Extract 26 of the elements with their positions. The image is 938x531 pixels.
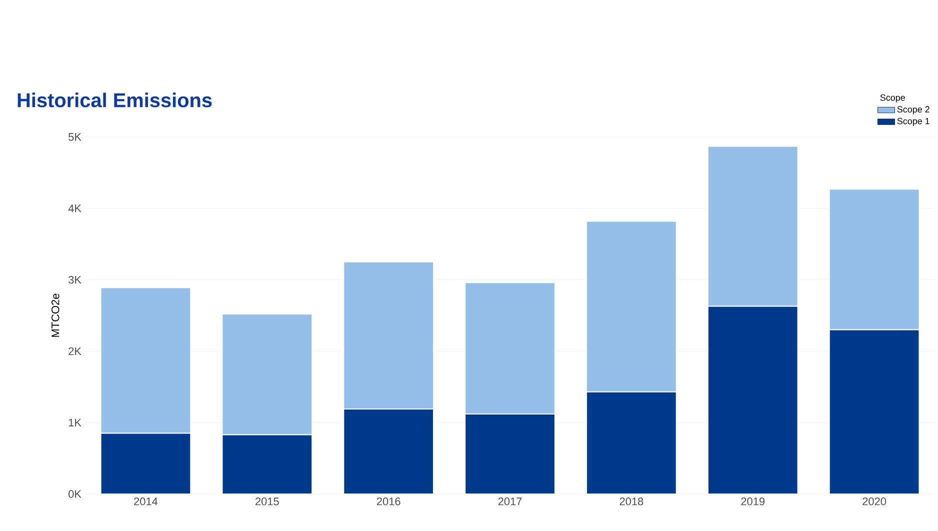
y-tick-label: 5K bbox=[68, 133, 82, 141]
legend-label: Scope 1 bbox=[897, 118, 930, 126]
x-tick-label: 2019 bbox=[741, 498, 765, 506]
bar bbox=[586, 391, 677, 494]
x-tick-label: 2016 bbox=[376, 498, 400, 506]
bar bbox=[828, 329, 920, 494]
x-tick-label: 2017 bbox=[498, 498, 522, 506]
chart-title: Historical Emissions bbox=[18, 92, 212, 108]
x-tick-label: 2015 bbox=[256, 498, 279, 506]
bar bbox=[343, 408, 434, 494]
x-tick-label: 2014 bbox=[134, 498, 158, 506]
bar bbox=[464, 414, 556, 494]
bar bbox=[708, 306, 798, 494]
y-tick-label: 3K bbox=[68, 276, 82, 284]
y-tick-label: 0K bbox=[68, 490, 82, 498]
x-tick-label: 2018 bbox=[620, 498, 644, 506]
legend-label: Scope 2 bbox=[897, 106, 930, 114]
y-tick-label: 2K bbox=[68, 347, 82, 356]
x-tick-label: 2020 bbox=[862, 498, 886, 506]
y-tick-label: 4K bbox=[68, 204, 82, 212]
bar bbox=[222, 434, 313, 494]
bar bbox=[100, 432, 192, 494]
y-axis-title: MTCO2e bbox=[52, 294, 60, 337]
y-tick-label: 1K bbox=[68, 418, 82, 426]
legend-title: Scope bbox=[880, 94, 905, 103]
bar bbox=[222, 314, 313, 436]
